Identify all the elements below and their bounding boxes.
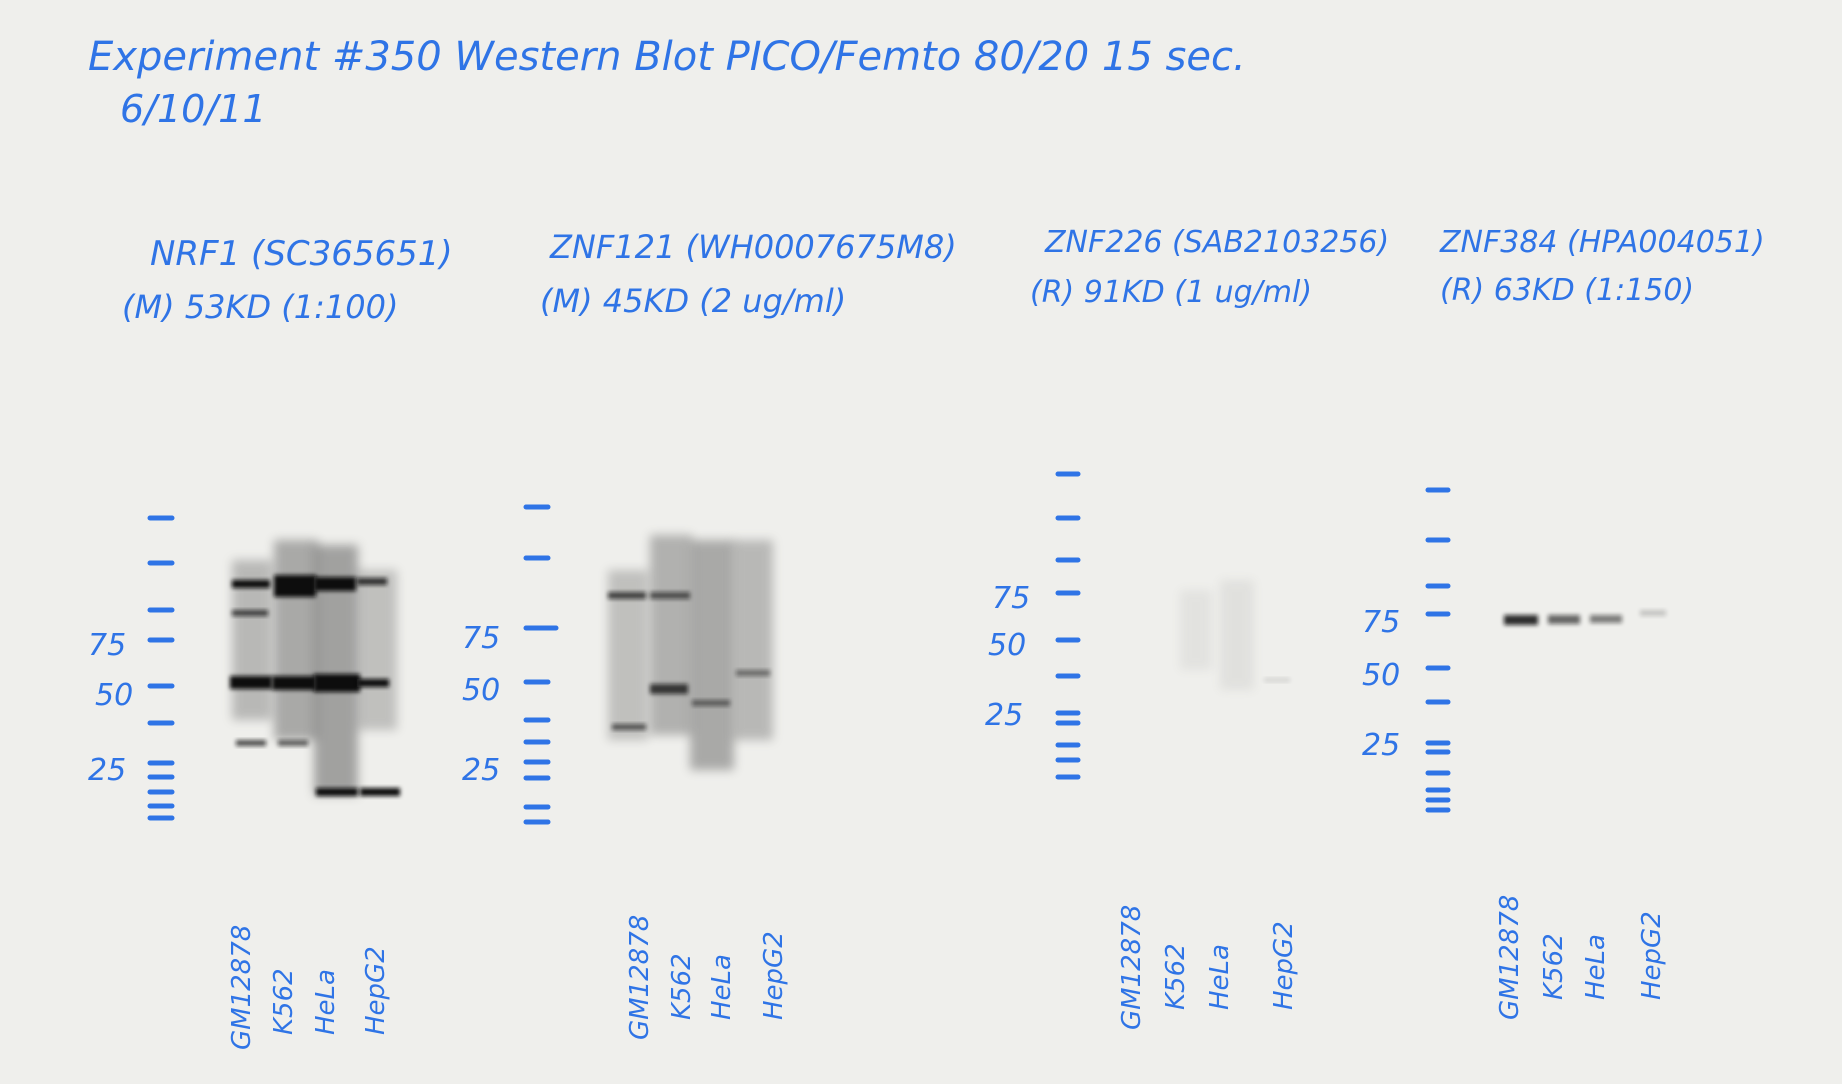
panel-2-ladder (523, 504, 559, 825)
panel-3-marker-75: 75 (992, 581, 1030, 616)
panel-1-title: NRF1 (SC365651) (150, 234, 453, 274)
panel-3-lane-4: HepG2 (1269, 921, 1299, 1010)
panel-4-ladder (1425, 487, 1451, 813)
panel-2-subtitle: (M) 45KD (2 ug/ml) (540, 282, 846, 320)
panel-4-title: ZNF384 (HPA004051) (1439, 225, 1765, 260)
panel-3-subtitle: (R) 91KD (1 ug/ml) (1030, 275, 1312, 310)
panel-1-marker-75: 75 (88, 628, 126, 663)
panel-1-lane-2: K562 (269, 968, 299, 1035)
panel-4-marker-25: 25 (1362, 728, 1400, 763)
panel-1-lane-1: GM12878 (227, 925, 257, 1050)
panel-2-lane-4: HepG2 (759, 931, 789, 1020)
panel-4-marker-75: 75 (1362, 605, 1400, 640)
experiment-date: 6/10/11 (120, 87, 267, 131)
panel-4-lane-3: HeLa (1581, 934, 1611, 1000)
panel-3-lane-3: HeLa (1205, 944, 1235, 1010)
panel-3-marker-25: 25 (985, 698, 1023, 733)
panel-1-lane-3: HeLa (311, 969, 341, 1035)
panel-1-blot (230, 540, 400, 796)
panel-1-marker-50: 50 (95, 678, 133, 713)
panel-2-blot (608, 535, 773, 770)
panel-3-marker-50: 50 (988, 628, 1026, 663)
panel-3-lane-2: K562 (1161, 943, 1191, 1010)
panel-2-marker-75: 75 (462, 621, 500, 656)
panel-2-marker-25: 25 (462, 753, 500, 788)
panel-3-ladder (1055, 471, 1081, 780)
panel-3-title: ZNF226 (SAB2103256) (1044, 225, 1389, 260)
panel-2-lane-3: HeLa (707, 954, 737, 1020)
panel-1-lane-4: HepG2 (361, 946, 391, 1035)
panel-2-lane-1: GM12878 (625, 915, 655, 1040)
panel-1-marker-25: 25 (88, 753, 126, 788)
panel-4-lane-4: HepG2 (1637, 911, 1667, 1000)
panel-4-subtitle: (R) 63KD (1:150) (1440, 273, 1694, 308)
panel-2-title: ZNF121 (WH0007675M8) (549, 228, 957, 266)
panel-2-marker-50: 50 (462, 673, 500, 708)
panel-2-lane-2: K562 (667, 953, 697, 1020)
panel-1-ladder (147, 515, 175, 821)
panel-3-lane-1: GM12878 (1117, 905, 1147, 1030)
experiment-title: Experiment #350 Western Blot PICO/Femto … (88, 34, 1246, 80)
panel-4-blot (1504, 610, 1666, 625)
panel-4-lane-2: K562 (1539, 933, 1569, 1000)
panel-1-subtitle: (M) 53KD (1:100) (122, 288, 398, 326)
panel-3-blot (1180, 580, 1290, 690)
panel-4-lane-1: GM12878 (1495, 895, 1525, 1020)
panel-4-marker-50: 50 (1362, 658, 1400, 693)
